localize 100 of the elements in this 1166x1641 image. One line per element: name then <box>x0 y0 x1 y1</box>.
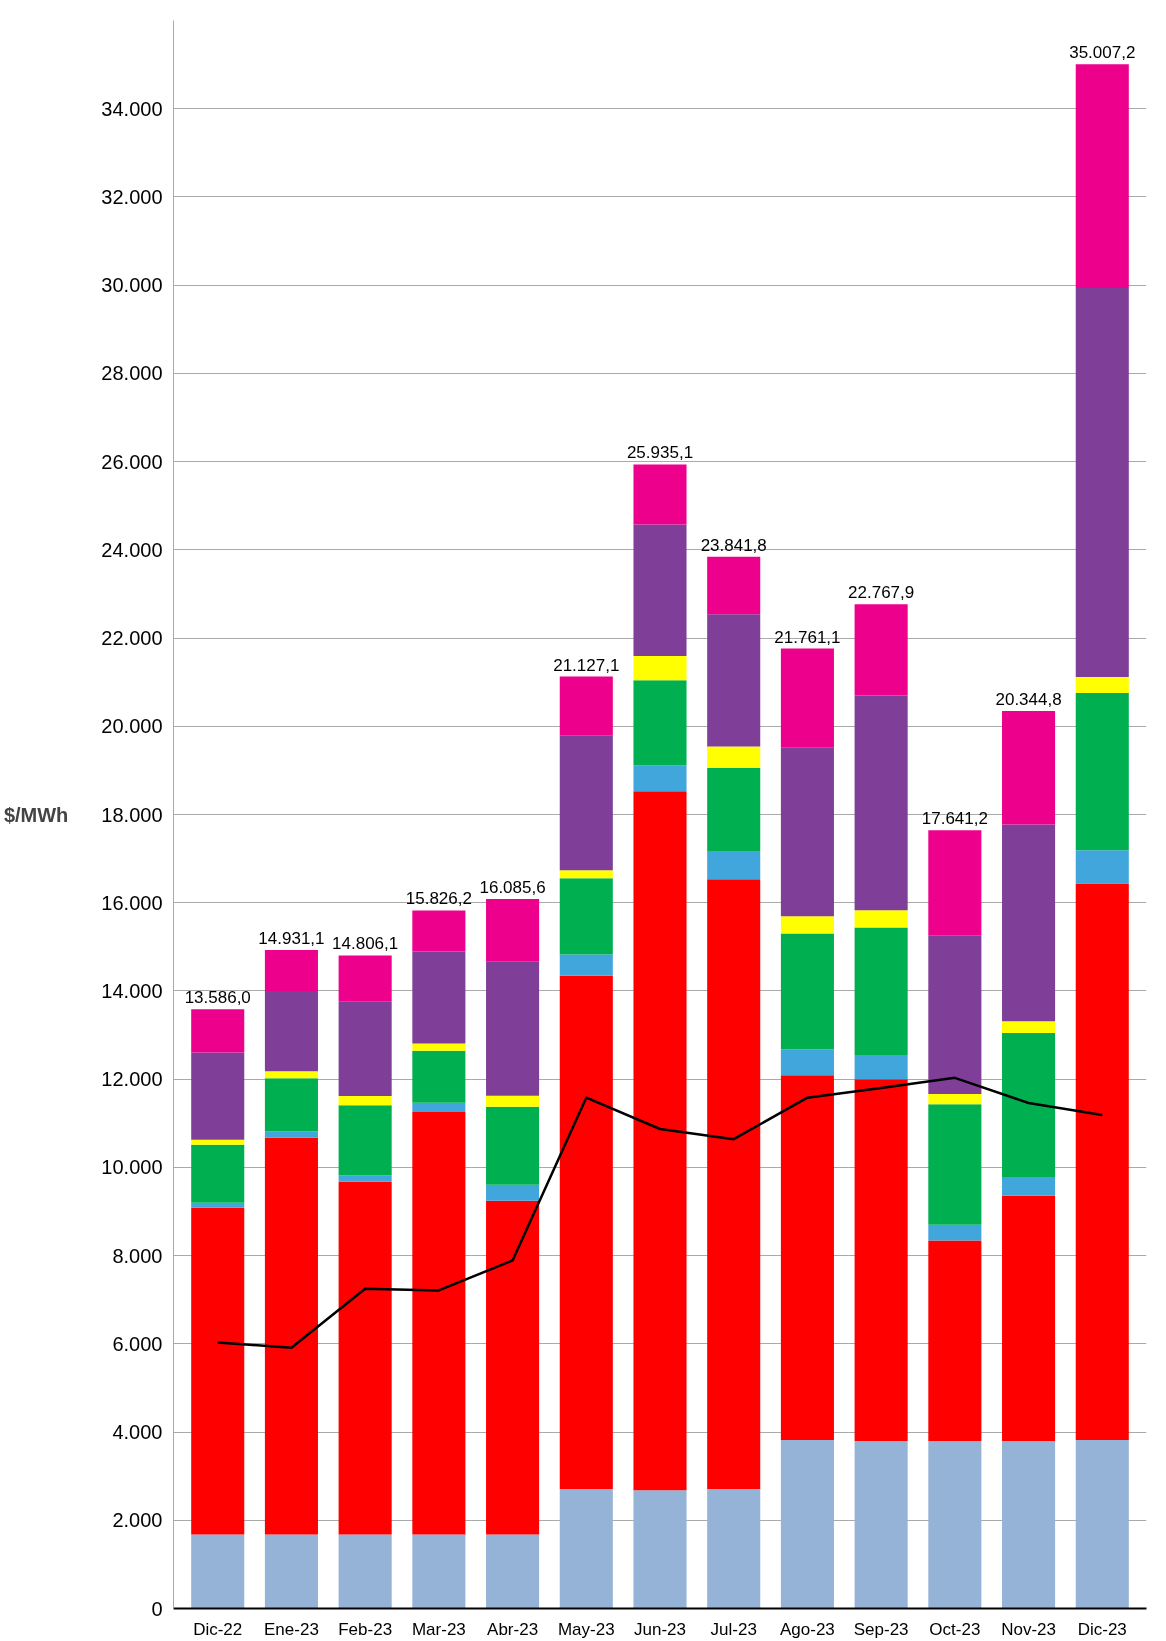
bar <box>191 1144 245 1203</box>
bar <box>264 949 318 991</box>
bar <box>928 1104 982 1225</box>
bar <box>707 614 761 747</box>
total-label: 25.935,1 <box>626 443 694 463</box>
y-tick-label: 6.000 <box>112 1332 163 1355</box>
bar <box>559 954 613 976</box>
total-label: 21.761,1 <box>774 627 841 647</box>
bar <box>854 927 908 1055</box>
y-tick-label: 18.000 <box>101 803 163 826</box>
bar <box>412 1534 466 1609</box>
bar <box>780 747 834 917</box>
bar <box>780 1440 834 1609</box>
total-label: 21.127,1 <box>553 655 620 675</box>
bar <box>854 1440 908 1609</box>
total-label: 22.767,9 <box>848 583 915 603</box>
y-tick-label: 2.000 <box>112 1509 163 1532</box>
bar <box>191 1202 245 1208</box>
bar <box>412 1050 466 1103</box>
bar <box>559 975 613 1489</box>
y-tick-label: 24.000 <box>101 538 163 561</box>
bar <box>1075 692 1129 851</box>
x-tick-label: Dic-22 <box>193 1619 243 1639</box>
bar <box>707 851 761 880</box>
bar <box>780 916 834 934</box>
bar <box>707 767 761 852</box>
bar <box>1075 677 1129 693</box>
x-tick-label: Ene-23 <box>264 1619 319 1639</box>
bar <box>1075 64 1129 288</box>
y-tick-label: 32.000 <box>101 185 163 208</box>
bar <box>338 1534 392 1609</box>
x-tick-label: Jul-23 <box>710 1619 757 1639</box>
bar <box>412 1102 466 1112</box>
y-tick-label: 22.000 <box>101 627 163 650</box>
bar <box>1002 1440 1056 1609</box>
bar <box>264 1078 318 1132</box>
y-tick-label: 12.000 <box>101 1068 163 1091</box>
total-label: 16.085,6 <box>479 877 546 897</box>
y-tick-label: 20.000 <box>101 715 163 738</box>
bar <box>338 1105 392 1176</box>
y-tick-label: 14.000 <box>101 979 163 1002</box>
total-label: 14.931,1 <box>258 928 325 948</box>
bar <box>633 765 687 792</box>
x-tick-label: Ago-23 <box>780 1619 835 1639</box>
y-tick-label: 10.000 <box>101 1156 163 1179</box>
line-series <box>216 1076 1104 1350</box>
x-tick-label: Dic-23 <box>1077 1619 1127 1639</box>
bar <box>928 1240 982 1441</box>
bar <box>412 951 466 1044</box>
bar <box>928 935 982 1095</box>
y-tick-label: 28.000 <box>101 362 163 385</box>
y-tick-label: 8.000 <box>112 1244 163 1267</box>
bar <box>191 1207 245 1535</box>
bar <box>486 961 540 1096</box>
y-tick-label: 34.000 <box>101 97 163 120</box>
bar <box>191 1009 245 1053</box>
bar <box>264 990 318 1072</box>
bar <box>633 464 687 525</box>
bar <box>928 1094 982 1105</box>
total-label: 23.841,8 <box>700 535 767 555</box>
bar <box>486 1095 540 1107</box>
bar <box>264 1131 318 1138</box>
bar <box>707 1488 761 1609</box>
y-tick-label: 30.000 <box>101 274 163 297</box>
x-tick-label: Nov-23 <box>1001 1619 1056 1639</box>
y-axis-title: $/MWh <box>3 803 69 826</box>
bar <box>928 1440 982 1609</box>
bar <box>559 735 613 871</box>
total-label: 14.806,1 <box>332 934 399 954</box>
bar <box>486 1534 540 1609</box>
bar <box>559 870 613 879</box>
bar <box>633 655 687 681</box>
bar <box>854 1079 908 1441</box>
bar <box>707 746 761 768</box>
bar <box>559 676 613 736</box>
x-tick-label: Jun-23 <box>634 1619 686 1639</box>
bar <box>486 898 540 962</box>
bar <box>1075 883 1129 1440</box>
bar <box>1075 287 1129 678</box>
y-tick-label: 16.000 <box>101 891 163 914</box>
bar <box>854 1054 908 1080</box>
bar <box>191 1052 245 1140</box>
total-label: 17.641,2 <box>921 809 988 829</box>
bar <box>1002 1177 1056 1196</box>
bar <box>486 1184 540 1201</box>
bar <box>1002 824 1056 1022</box>
bar <box>338 1175 392 1182</box>
bar <box>1075 1440 1129 1609</box>
bar <box>559 1488 613 1609</box>
bar <box>486 1200 540 1535</box>
y-tick-label: 26.000 <box>101 450 163 473</box>
total-label: 20.344,8 <box>995 690 1062 710</box>
x-tick-label: Sep-23 <box>853 1619 909 1639</box>
bar <box>191 1534 245 1609</box>
bar <box>854 910 908 928</box>
total-label: 35.007,2 <box>1069 43 1136 63</box>
bar <box>264 1137 318 1535</box>
y-tick-label: 0 <box>151 1597 163 1620</box>
bar <box>707 556 761 615</box>
bar <box>707 879 761 1489</box>
